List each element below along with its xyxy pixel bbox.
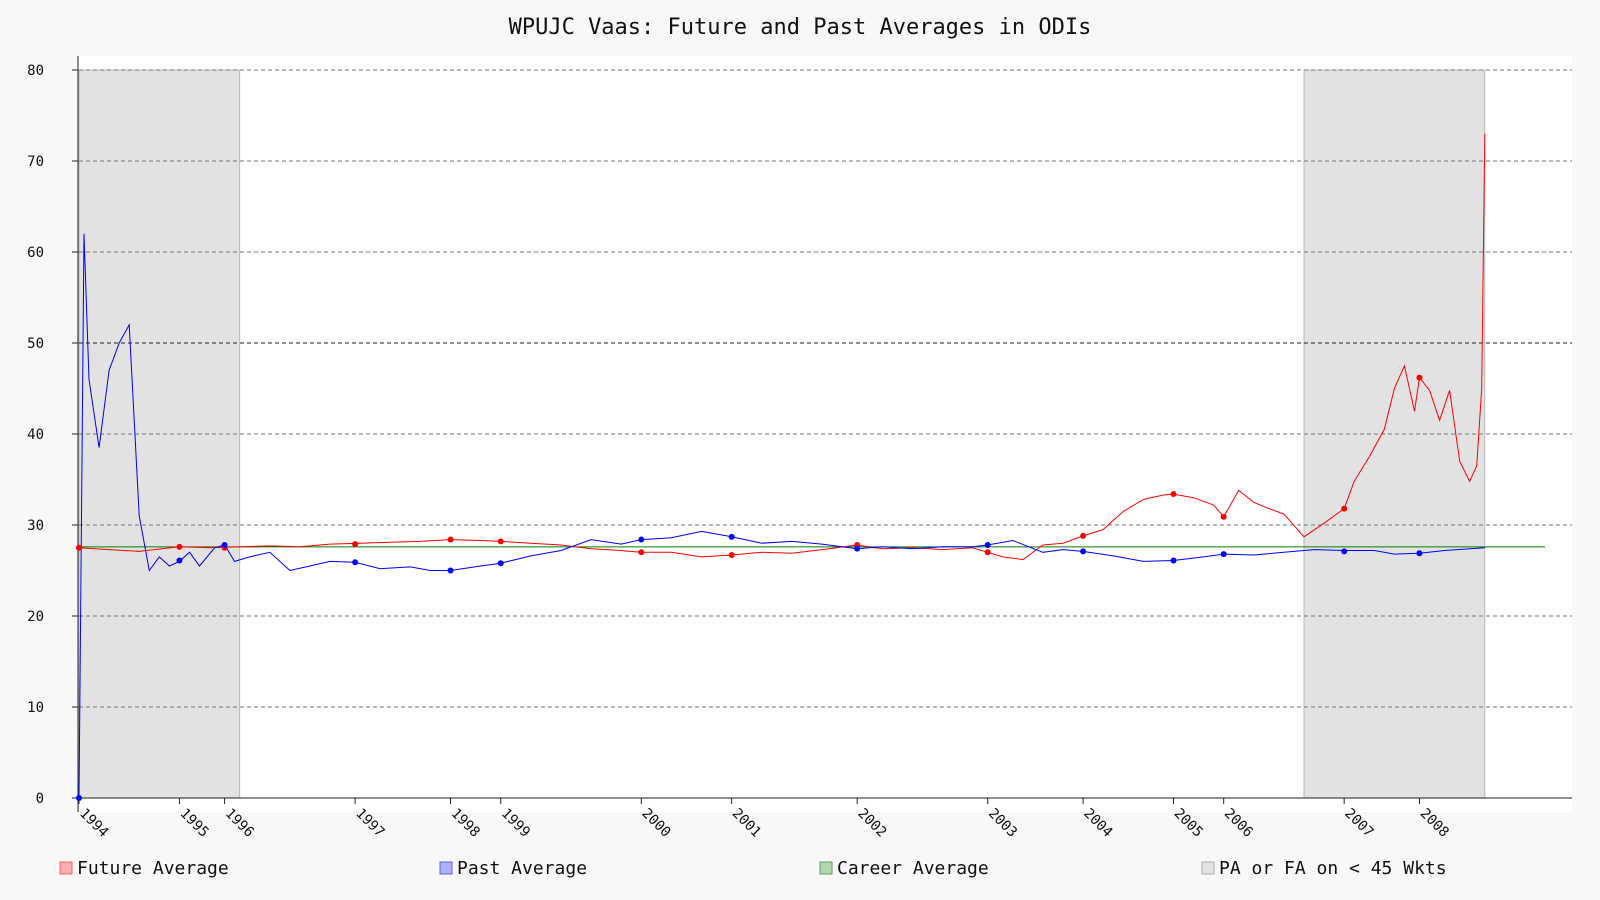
- future-marker-11: [1170, 491, 1177, 498]
- future-marker-5: [497, 538, 504, 545]
- past-marker-5: [497, 560, 504, 567]
- y-tick-label-50: 50: [27, 336, 44, 352]
- chart-title: WPUJC Vaas: Future and Past Averages in …: [509, 15, 1092, 40]
- y-tick-label-70: 70: [27, 154, 44, 170]
- past-marker-4: [447, 567, 454, 574]
- shaded-region-1: [1303, 69, 1486, 799]
- future-marker-1: [176, 543, 183, 550]
- future-marker-13: [1341, 505, 1348, 512]
- future-marker-4: [447, 536, 454, 543]
- past-marker-10: [1080, 548, 1087, 555]
- past-marker-9: [984, 542, 991, 549]
- past-marker-13: [1341, 548, 1348, 555]
- past-marker-6: [638, 536, 645, 543]
- y-tick-label-30: 30: [27, 518, 44, 534]
- past-marker-3: [352, 559, 359, 566]
- future-marker-10: [1080, 532, 1087, 539]
- y-tick-label-10: 10: [27, 700, 44, 716]
- y-tick-label-80: 80: [27, 63, 44, 79]
- future-marker-6: [638, 549, 645, 556]
- legend-past-average-swatch: [439, 861, 453, 875]
- legend-future-average-label: Future Average: [77, 858, 229, 879]
- past-marker-0: [76, 795, 82, 801]
- future-average-line: [78, 133, 1486, 561]
- legend-future-average-swatch: [59, 861, 73, 875]
- legend-career-average-swatch: [819, 861, 833, 875]
- past-marker-2: [221, 542, 228, 549]
- future-marker-0: [76, 544, 82, 551]
- future-marker-7: [728, 552, 735, 559]
- past-average-line: [78, 233, 1485, 799]
- past-marker-11: [1170, 557, 1177, 564]
- future-marker-12: [1220, 513, 1227, 520]
- legend-career-average-label: Career Average: [837, 858, 989, 879]
- past-marker-7: [728, 533, 735, 540]
- past-marker-1: [176, 557, 183, 564]
- future-marker-3: [352, 541, 359, 548]
- y-tick-label-0: 0: [36, 791, 44, 807]
- future-marker-9: [984, 549, 991, 556]
- y-tick-label-40: 40: [27, 427, 44, 443]
- past-marker-8: [854, 545, 861, 552]
- past-marker-12: [1220, 551, 1227, 558]
- legend-low-wickets-label: PA or FA on < 45 Wkts: [1219, 858, 1447, 879]
- y-tick-label-20: 20: [27, 609, 44, 625]
- future-marker-14: [1416, 374, 1423, 381]
- y-tick-label-60: 60: [27, 245, 44, 261]
- legend-low-wickets-swatch: [1201, 861, 1215, 875]
- legend-past-average-label: Past Average: [457, 858, 587, 879]
- past-marker-14: [1416, 550, 1423, 557]
